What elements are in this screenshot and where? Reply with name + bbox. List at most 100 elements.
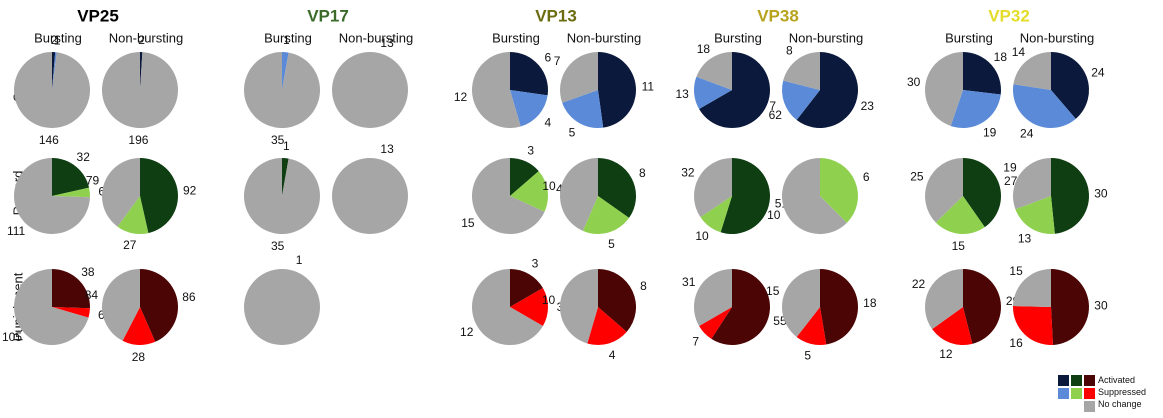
label-pie-vp25-cue-non-bursting-no-change: 196: [128, 133, 148, 147]
label-pie-vp38-punishment-bursting-suppressed: 7: [692, 334, 699, 348]
pie-vp38-reward-non-bursting-slice-suppressed: [820, 157, 858, 223]
column-label-vp17-bursting: Bursting: [264, 31, 312, 46]
pie-vp13-punishment-non-bursting-slice-activated: [598, 269, 636, 332]
pie-vp38-reward-bursting-slice-activated: [720, 158, 770, 234]
pie-vp32-reward-non-bursting-slice-activated: [1051, 158, 1089, 234]
label-pie-vp38-reward-non-bursting-no-change: 10: [767, 208, 781, 222]
pie-vp13-cue-non-bursting-slice-suppressed: [562, 90, 604, 128]
pie-vp13-cue-bursting-slice-activated: [510, 52, 548, 96]
pie-vp13-punishment-bursting-slice-activated: [510, 269, 543, 307]
label-pie-vp32-reward-non-bursting-suppressed: 13: [1018, 231, 1032, 245]
pie-vp25-cue-bursting-slice-suppressed: [52, 52, 57, 90]
label-pie-vp13-reward-non-bursting-activated: 8: [639, 166, 646, 180]
label-pie-vp17-cue-bursting-suppressed: 1: [283, 33, 290, 47]
pie-vp13-punishment-bursting-slice-no-change: [471, 269, 543, 345]
pie-vp38-reward-bursting-slice-suppressed: [700, 196, 732, 233]
pie-vp32-cue-bursting-slice-no-change: [925, 52, 963, 126]
label-pie-vp32-punishment-non-bursting-no-change: 15: [1009, 264, 1023, 278]
label-pie-vp32-punishment-non-bursting-activated: 30: [1094, 299, 1108, 313]
label-pie-vp25-reward-non-bursting-activated: 92: [183, 183, 197, 197]
column-label-vp32-non-bursting: Non-bursting: [1020, 31, 1094, 46]
label-pie-vp38-cue-bursting-suppressed: 13: [675, 87, 689, 101]
legend-swatch-activated-red: [1084, 375, 1095, 386]
label-pie-vp38-reward-bursting-no-change: 32: [681, 165, 695, 179]
label-pie-vp38-punishment-non-bursting-activated: 18: [863, 296, 877, 310]
label-pie-vp38-reward-bursting-suppressed: 10: [695, 229, 709, 243]
label-pie-vp32-reward-non-bursting-no-change: 19: [1003, 160, 1017, 174]
label-pie-vp32-cue-non-bursting-no-change: 14: [1012, 45, 1026, 59]
label-pie-vp25-reward-bursting-activated: 32: [77, 150, 91, 164]
label-pie-vp38-reward-non-bursting-suppressed: 6: [863, 170, 870, 184]
label-pie-vp17-reward-bursting-no-change: 35: [271, 239, 285, 253]
label-pie-vp32-reward-bursting-no-change: 25: [910, 170, 924, 184]
label-pie-vp13-punishment-bursting-no-change: 12: [460, 325, 474, 339]
label-pie-vp25-punishment-non-bursting-activated: 86: [182, 290, 196, 304]
label-pie-vp13-cue-bursting-no-change: 12: [454, 90, 468, 104]
label-pie-vp17-reward-non-bursting-no-change: 13: [380, 142, 394, 156]
label-pie-vp25-punishment-bursting-activated: 38: [81, 265, 95, 279]
pie-vp38-cue-non-bursting-slice-suppressed: [782, 80, 820, 120]
pie-vp32-reward-non-bursting-slice-suppressed: [1015, 196, 1055, 234]
pie-vp32-punishment-non-bursting-slice-activated: [1051, 269, 1089, 345]
label-pie-vp25-punishment-non-bursting-no-change: 84: [85, 288, 99, 302]
pie-vp25-punishment-bursting-slice-activated: [52, 269, 90, 309]
pie-vp13-cue-non-bursting-slice-activated: [598, 52, 636, 128]
label-pie-vp25-reward-non-bursting-suppressed: 27: [123, 238, 137, 252]
legend-swatch-suppressed-blue: [1058, 388, 1069, 399]
label-pie-vp32-reward-bursting-suppressed: 15: [952, 239, 966, 253]
pie-vp13-punishment-non-bursting-slice-no-change: [560, 269, 598, 344]
label-pie-vp13-reward-bursting-suppressed: 4: [556, 182, 563, 196]
pie-vp32-cue-non-bursting-slice-no-change: [1013, 52, 1051, 90]
pie-vp25-cue-bursting-slice-no-change: [13, 52, 90, 128]
legend-label-suppressed: Suppressed: [1098, 387, 1147, 397]
label-pie-vp38-cue-bursting-activated: 62: [769, 108, 783, 122]
pie-vp17-reward-non-bursting-slice-no-change: [332, 158, 408, 234]
pie-vp38-punishment-non-bursting-slice-no-change: [782, 269, 820, 337]
label-pie-vp13-cue-bursting-activated: 6: [544, 50, 551, 64]
pie-vp25-cue-non-bursting-slice-no-change: [101, 52, 178, 129]
label-pie-vp25-cue-bursting-activated: 2: [51, 33, 58, 47]
label-pie-vp32-cue-bursting-activated: 18: [994, 50, 1008, 64]
label-pie-vp38-punishment-non-bursting-suppressed: 5: [804, 348, 811, 362]
pie-vp13-reward-bursting-slice-no-change: [472, 158, 545, 235]
pie-vp38-cue-bursting-slice-suppressed: [694, 76, 732, 109]
label-pie-vp32-cue-bursting-no-change: 30: [907, 75, 921, 89]
label-pie-vp13-reward-non-bursting-suppressed: 5: [608, 237, 615, 251]
pie-vp13-cue-bursting-slice-no-change: [471, 52, 521, 129]
pie-vp32-punishment-non-bursting-slice-suppressed: [1013, 306, 1053, 346]
label-pie-vp25-punishment-bursting-no-change: 105: [2, 330, 22, 344]
label-pie-vp25-punishment-bursting-suppressed: 6: [98, 308, 105, 322]
pie-vp38-punishment-non-bursting-slice-activated: [820, 269, 858, 345]
pie-vp25-punishment-non-bursting-slice-activated: [140, 269, 179, 342]
pie-vp25-punishment-non-bursting-slice-suppressed: [122, 307, 156, 345]
legend-label-no-change: No change: [1098, 399, 1142, 409]
pie-vp25-punishment-non-bursting-slice-no-change: [102, 269, 140, 341]
label-pie-vp17-cue-bursting-no-change: 35: [271, 133, 285, 147]
column-label-vp38-non-bursting: Non-bursting: [789, 31, 863, 46]
label-pie-vp17-punishment-bursting-no-change: 1: [296, 253, 303, 267]
label-pie-vp13-cue-non-bursting-no-change: 7: [554, 54, 561, 68]
label-pie-vp32-punishment-bursting-suppressed: 12: [939, 347, 953, 361]
pie-vp38-reward-bursting-slice-no-change: [694, 158, 732, 218]
pie-vp38-cue-bursting-slice-activated: [699, 52, 771, 128]
label-pie-vp38-cue-non-bursting-suppressed: 7: [769, 99, 776, 113]
panel-title-vp25: VP25: [77, 7, 119, 26]
pie-vp25-reward-bursting-slice-activated: [52, 158, 90, 196]
column-label-vp38-bursting: Bursting: [714, 31, 762, 46]
pie-vp25-reward-bursting-slice-suppressed: [52, 187, 90, 198]
pie-vp38-punishment-bursting-slice-activated: [711, 269, 770, 346]
panel-title-vp38: VP38: [757, 7, 799, 26]
label-pie-vp13-punishment-non-bursting-no-change: 10: [542, 293, 556, 307]
pie-vp38-punishment-bursting-slice-suppressed: [699, 307, 732, 339]
label-pie-vp13-reward-bursting-no-change: 15: [461, 216, 475, 230]
pie-vp32-reward-bursting-slice-activated: [963, 158, 1002, 228]
pie-vp17-cue-non-bursting-slice-no-change: [332, 52, 408, 128]
label-pie-vp32-reward-non-bursting-activated: 30: [1094, 186, 1108, 200]
pie-vp13-reward-non-bursting-slice-activated: [598, 158, 637, 218]
column-label-vp13-non-bursting: Non-bursting: [567, 31, 641, 46]
pie-vp32-cue-non-bursting-slice-suppressed: [1013, 84, 1076, 128]
column-label-vp13-bursting: Bursting: [492, 31, 540, 46]
pie-vp32-cue-non-bursting-slice-activated: [1051, 52, 1090, 119]
legend-swatch-suppressed-green: [1071, 388, 1082, 399]
label-pie-vp38-punishment-bursting-no-change: 31: [682, 275, 696, 289]
